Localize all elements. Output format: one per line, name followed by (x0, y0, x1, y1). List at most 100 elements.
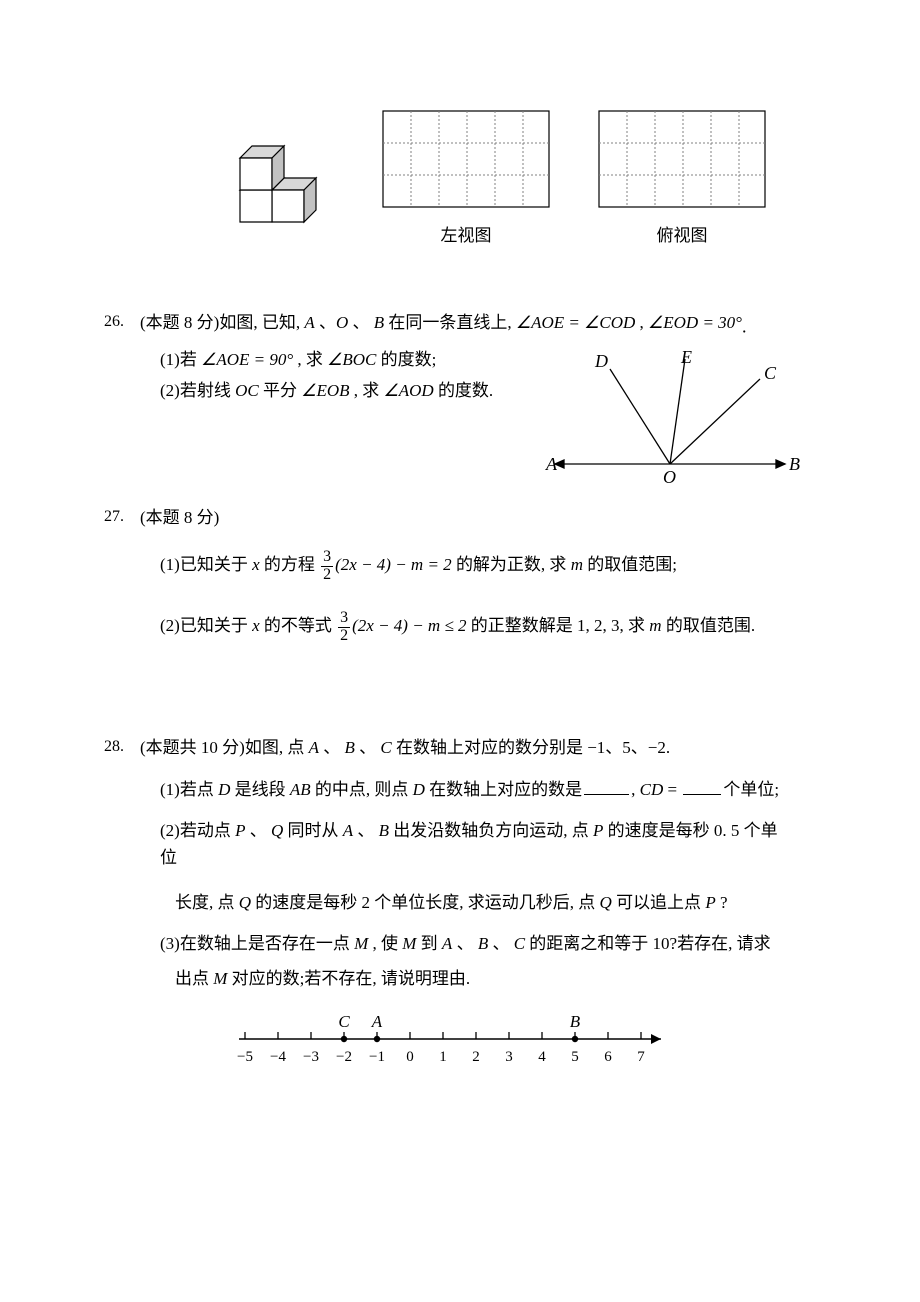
svg-text:E: E (680, 349, 692, 367)
svg-text:A: A (371, 1012, 383, 1031)
svg-text:C: C (338, 1012, 350, 1031)
p27-sub1: (1)已知关于 x 的方程 32(2x − 4) − m = 2 的解为正数, … (160, 549, 790, 584)
svg-text:0: 0 (406, 1049, 414, 1065)
p27-frac2: 32 (338, 610, 350, 645)
p28-s1e: , (631, 780, 640, 799)
svg-text:7: 7 (637, 1049, 645, 1065)
p28-CD: CD (640, 780, 664, 799)
svg-text:A: A (545, 454, 558, 474)
p26-sub2-eob: ∠EOB (301, 381, 349, 400)
p26-sub2-d: 的度数. (434, 381, 494, 400)
p28-M: M (354, 934, 368, 953)
p27-sub1-a: (1)已知关于 (160, 555, 252, 574)
p26-points: (本题 8 分) (140, 313, 219, 332)
p28-C3: C (514, 934, 525, 953)
svg-text:−4: −4 (270, 1049, 286, 1065)
p28-s2b: 同时从 (283, 821, 343, 840)
p27-x-2: x (252, 616, 260, 635)
p28-AB: AB (290, 780, 311, 799)
svg-text:5: 5 (571, 1049, 579, 1065)
p26-sub2-oc: OC (235, 381, 259, 400)
p27-points: (本题 8 分) (140, 508, 219, 527)
p27-sub2-b: 的不等式 (260, 616, 337, 635)
page-content: 左视图 俯视图 26. (本题 8 分)如图, 已知, A 、O 、 B 在同一… (0, 0, 920, 1089)
p28-s3d: 的距离之和等于 10?若存在, 请求 (525, 934, 771, 953)
top-view-figure: 俯视图 (598, 110, 766, 249)
p28-A2: A (343, 821, 353, 840)
p28-s2a: (2)若动点 (160, 821, 235, 840)
p28-sub2-line2: 长度, 点 Q 的速度是每秒 2 个单位长度, 求运动几秒后, 点 Q 可以追上… (175, 889, 790, 916)
p27-frac1-d: 2 (321, 566, 333, 584)
p28-s3b: , 使 (368, 934, 402, 953)
p26-sub2-b: 平分 (259, 381, 302, 400)
svg-text:C: C (764, 363, 777, 383)
p27-frac1-n: 3 (321, 549, 333, 566)
left-view-figure: 左视图 (382, 110, 550, 249)
p26-sub2-target: ∠AOD (384, 381, 434, 400)
svg-text:O: O (663, 467, 676, 487)
p27-m-1: m (571, 555, 583, 574)
p26-sub1-b: , 求 (293, 350, 327, 369)
p26-stem-a: 如图, 已知, (219, 313, 304, 332)
p26-sub2-c: , 求 (350, 381, 384, 400)
p27-sub1-b: 的方程 (260, 555, 320, 574)
p27-x-1: x (252, 555, 260, 574)
p28-Q3: Q (600, 893, 612, 912)
p27-sub2: (2)已知关于 x 的不等式 32(2x − 4) − m ≤ 2 的正整数解是… (160, 610, 790, 645)
svg-text:−2: −2 (336, 1049, 352, 1065)
svg-text:1: 1 (439, 1049, 447, 1065)
p27-sub1-c: 的解为正数, 求 (452, 555, 571, 574)
p27-expr1: (2x − 4) − m = 2 (335, 555, 452, 574)
p26-sub1-target: ∠BOC (327, 350, 376, 369)
p28-s1d: 在数轴上对应的数是 (425, 780, 582, 799)
p28-s3c: 到 (416, 934, 442, 953)
p28-sub1: (1)若点 D 是线段 AB 的中点, 则点 D 在数轴上对应的数是, CD =… (160, 776, 790, 803)
p27-sub2-c: 的正整数解是 1, 2, 3, 求 (467, 616, 650, 635)
p27-expr2: (2x − 4) − m ≤ 2 (352, 616, 466, 635)
top-figures-row: 左视图 俯视图 (190, 110, 790, 249)
p27-sub2-a: (2)已知关于 (160, 616, 252, 635)
svg-text:B: B (789, 454, 800, 474)
p26-sub1-c: 的度数; (376, 350, 436, 369)
problem-26-number: 26. (104, 309, 124, 335)
problem-28-body: (本题共 10 分)如图, 点 A 、 B 、 C 在数轴上对应的数分别是 −1… (140, 734, 790, 1089)
p28-sub3-line2: 出点 M 对应的数;若不存在, 请说明理由. (175, 965, 790, 992)
p26-sub2-a: (2)若射线 (160, 381, 235, 400)
p27-sub2-d: 的取值范围. (662, 616, 756, 635)
p27-sub1-d: 的取值范围; (583, 555, 677, 574)
p28-points: (本题共 10 分) (140, 738, 245, 757)
p28-A: A (309, 738, 319, 757)
p26-sub1-eq: ∠AOE = 90° (201, 350, 293, 369)
p28-A3: A (442, 934, 452, 953)
p28-C: C (380, 738, 391, 757)
blank-2 (683, 778, 721, 795)
p28-B: B (344, 738, 354, 757)
grid2-svg (598, 110, 766, 208)
p28-B2: B (379, 821, 389, 840)
p28-B3: B (478, 934, 488, 953)
p27-frac2-d: 2 (338, 627, 350, 645)
p28-Q: Q (271, 821, 283, 840)
problem-27: 27. (本题 8 分) (1)已知关于 x 的方程 32(2x − 4) − … (140, 504, 790, 644)
cubes-figure (214, 110, 334, 249)
svg-text:6: 6 (604, 1049, 612, 1065)
svg-text:2: 2 (472, 1049, 480, 1065)
svg-text:−1: −1 (369, 1049, 385, 1065)
p28-P3: P (705, 893, 715, 912)
svg-text:4: 4 (538, 1049, 546, 1065)
svg-text:D: D (594, 351, 608, 371)
svg-text:−5: −5 (237, 1049, 253, 1065)
p28-sub2: (2)若动点 P 、 Q 同时从 A 、 B 出发沿数轴负方向运动, 点 P 的… (160, 817, 790, 871)
p28-Q2: Q (239, 893, 251, 912)
p28-s2e: 长度, 点 (175, 893, 239, 912)
p28-stem-a: 如图, 点 (245, 738, 309, 757)
p28-stem-b: 在数轴上对应的数分别是 −1、5、−2. (392, 738, 670, 757)
p27-frac1: 32 (321, 549, 333, 584)
p27-m-2: m (649, 616, 661, 635)
problem-28-number: 28. (104, 734, 124, 760)
p28-M3: M (213, 969, 227, 988)
p28-P: P (235, 821, 245, 840)
p28-sub3: (3)在数轴上是否存在一点 M , 使 M 到 A 、 B 、 C 的距离之和等… (160, 930, 790, 957)
p28-s1f: = (663, 780, 681, 799)
grid2-caption: 俯视图 (598, 222, 766, 249)
